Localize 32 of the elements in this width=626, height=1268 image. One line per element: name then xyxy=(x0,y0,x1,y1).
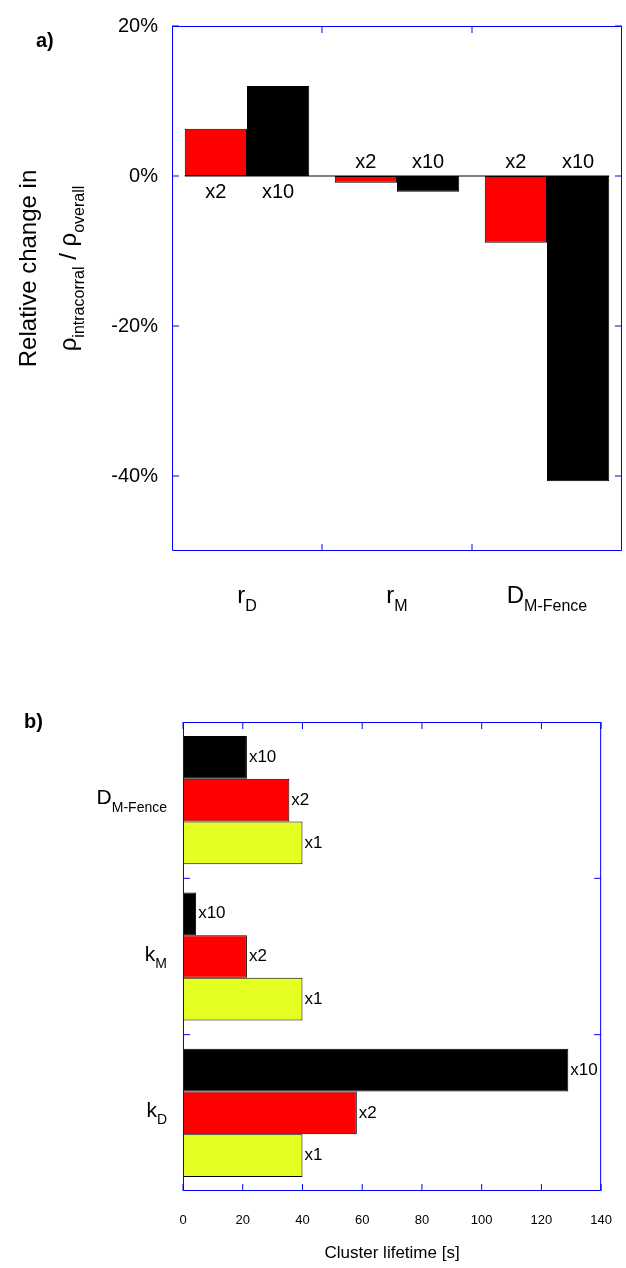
chart-title: b) xyxy=(24,710,43,732)
text: x2 xyxy=(355,149,377,172)
y-tick-label: 0% xyxy=(129,163,159,186)
series-label: x1 xyxy=(304,832,323,852)
text: x10 xyxy=(412,149,445,172)
text: x10 xyxy=(562,149,595,172)
y-tick-label: -20% xyxy=(111,313,159,336)
text: x10 xyxy=(570,1059,598,1079)
x-tick-label: 140 xyxy=(590,1212,613,1228)
bar xyxy=(183,892,197,936)
series-label: x2 xyxy=(205,179,227,202)
bar xyxy=(183,1048,569,1092)
text: x2 xyxy=(358,1102,377,1122)
text: x10 xyxy=(198,903,226,923)
series-label: x10 xyxy=(248,747,277,767)
text: x2 xyxy=(248,946,267,966)
y-tick-label: 20% xyxy=(117,13,159,36)
text: x1 xyxy=(304,1145,323,1165)
x-tick-label: 0 xyxy=(179,1212,187,1228)
text: x1 xyxy=(304,988,323,1008)
x-tick-label: 100 xyxy=(470,1212,493,1228)
y-tick-label: -40% xyxy=(111,463,159,486)
x-axis-title: Cluster lifetime [s] xyxy=(324,1243,460,1262)
x-tick-label: 40 xyxy=(295,1212,310,1228)
series-label: x10 xyxy=(262,179,295,202)
series-label: x2 xyxy=(291,789,310,809)
x-tick-label: 120 xyxy=(530,1212,553,1228)
x-tick-label: 80 xyxy=(414,1212,430,1228)
chart-title: a) xyxy=(36,29,54,51)
x-tick-label: 60 xyxy=(354,1212,370,1228)
x-tick-label: 20 xyxy=(235,1212,250,1228)
text: x2 xyxy=(505,149,527,172)
